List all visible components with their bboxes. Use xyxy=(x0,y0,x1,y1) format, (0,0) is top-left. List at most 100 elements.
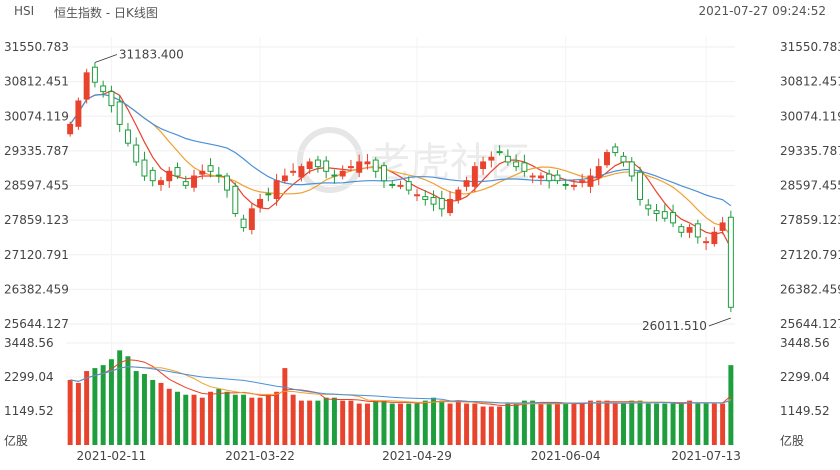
candle-body xyxy=(438,198,445,210)
candle-body xyxy=(314,159,321,168)
volume-bar xyxy=(191,394,197,445)
volume-bar xyxy=(439,400,445,445)
volume-bar xyxy=(389,403,395,445)
volume-ma10-line xyxy=(70,366,732,405)
watermark-logo xyxy=(297,127,363,193)
candle-body xyxy=(182,181,189,186)
volume-bar xyxy=(497,406,503,445)
volume-bar xyxy=(455,400,461,445)
candle-body xyxy=(381,165,387,182)
volume-bar xyxy=(480,406,486,445)
price-tick-right: 25644.127 xyxy=(780,317,840,331)
candle-body xyxy=(670,212,677,224)
candle-body xyxy=(414,194,420,197)
candle-body xyxy=(471,166,478,187)
candle-body xyxy=(645,204,652,210)
price-tick-right: 30074.119 xyxy=(780,109,840,123)
volume-bar xyxy=(488,406,494,445)
volume-bar xyxy=(587,400,593,445)
candle-body xyxy=(637,171,643,200)
volume-bar xyxy=(571,403,577,445)
candle-body xyxy=(232,185,239,215)
candle-body xyxy=(447,198,454,214)
candle-body xyxy=(116,101,123,125)
candle-body xyxy=(496,151,503,154)
price-tick-right: 28597.455 xyxy=(780,179,840,193)
volume-bar xyxy=(307,400,313,445)
volume-bar xyxy=(621,403,626,445)
candle-body xyxy=(91,66,98,83)
volume-bar xyxy=(546,403,552,445)
price-tick-right: 30812.451 xyxy=(780,75,840,89)
volume-bar xyxy=(530,400,536,445)
volume-bar xyxy=(563,403,569,445)
volume-bar xyxy=(224,391,230,445)
volume-bar xyxy=(241,394,247,445)
candle-body xyxy=(240,218,247,229)
candle-body xyxy=(678,226,685,233)
candle-body xyxy=(463,180,470,187)
candle-body xyxy=(290,170,297,173)
volume-tick-left: 3448.56 xyxy=(4,336,54,350)
volume-bar xyxy=(629,400,635,445)
candle-body xyxy=(389,183,396,186)
volume-bar xyxy=(447,403,453,445)
candle-body xyxy=(488,156,495,161)
candle-body xyxy=(306,161,313,169)
volume-bar xyxy=(637,400,643,445)
price-tick-left: 31550.783 xyxy=(4,40,69,54)
date-tick: 2021-04-29 xyxy=(382,449,452,463)
volume-bar xyxy=(612,403,618,445)
candle-body xyxy=(141,159,148,177)
volume-tick-right: 3448.56 xyxy=(780,336,830,350)
candle-body xyxy=(686,227,693,233)
volume-tick-right: 2299.04 xyxy=(780,370,830,384)
volume-bar xyxy=(133,371,139,445)
chart-header: HSI 恒生指数 - 日K线图 2021-07-27 09:24:52 xyxy=(0,0,840,20)
candle-body xyxy=(661,211,668,219)
candle-body xyxy=(554,174,561,182)
volume-bar xyxy=(100,365,106,445)
candle-body xyxy=(248,208,255,230)
price-tick-left: 28597.455 xyxy=(4,179,69,193)
high-annotation: 31183.400 xyxy=(119,48,184,62)
candle-body xyxy=(83,72,90,100)
volume-bar xyxy=(687,400,693,445)
volume-bar xyxy=(232,394,238,445)
volume-bar xyxy=(158,382,164,445)
volume-bar xyxy=(117,350,123,445)
volume-bars xyxy=(67,350,734,445)
volume-tick-left: 2299.04 xyxy=(4,370,54,384)
volume-bar xyxy=(67,379,73,445)
candle-body xyxy=(207,165,214,172)
volume-bar xyxy=(340,400,346,445)
date-tick: 2021-02-11 xyxy=(77,449,147,463)
volume-bar xyxy=(398,403,403,445)
chart-title: 恒生指数 - 日K线图 xyxy=(54,6,158,20)
volume-bar xyxy=(150,379,156,445)
price-tick-right: 27120.791 xyxy=(780,248,840,262)
volume-bar xyxy=(208,391,214,445)
candle-body xyxy=(694,223,701,238)
volume-bar xyxy=(274,391,280,445)
volume-bar xyxy=(92,368,98,445)
volume-bar xyxy=(125,356,131,445)
candle-body xyxy=(224,175,231,191)
volume-bar xyxy=(406,403,412,445)
volume-tick-left: 1149.52 xyxy=(4,404,54,418)
candle-body xyxy=(604,152,610,166)
y-axis-labels: 31550.783 31550.783 30812.451 30812.451 3007… xyxy=(4,40,840,448)
volume-bar xyxy=(249,397,255,445)
candle-body xyxy=(347,166,354,169)
price-tick-right: 27859.123 xyxy=(780,213,840,227)
price-tick-left: 29335.787 xyxy=(4,144,69,158)
volume-bar xyxy=(331,397,337,445)
annotations: 31183.400 26011.510 xyxy=(94,48,732,333)
candle-body xyxy=(67,123,74,135)
volume-bar xyxy=(356,403,362,445)
volume-bar xyxy=(513,403,519,445)
volume-bar xyxy=(422,400,428,445)
volume-bar xyxy=(84,371,90,445)
date-tick: 2021-06-04 xyxy=(531,449,601,463)
